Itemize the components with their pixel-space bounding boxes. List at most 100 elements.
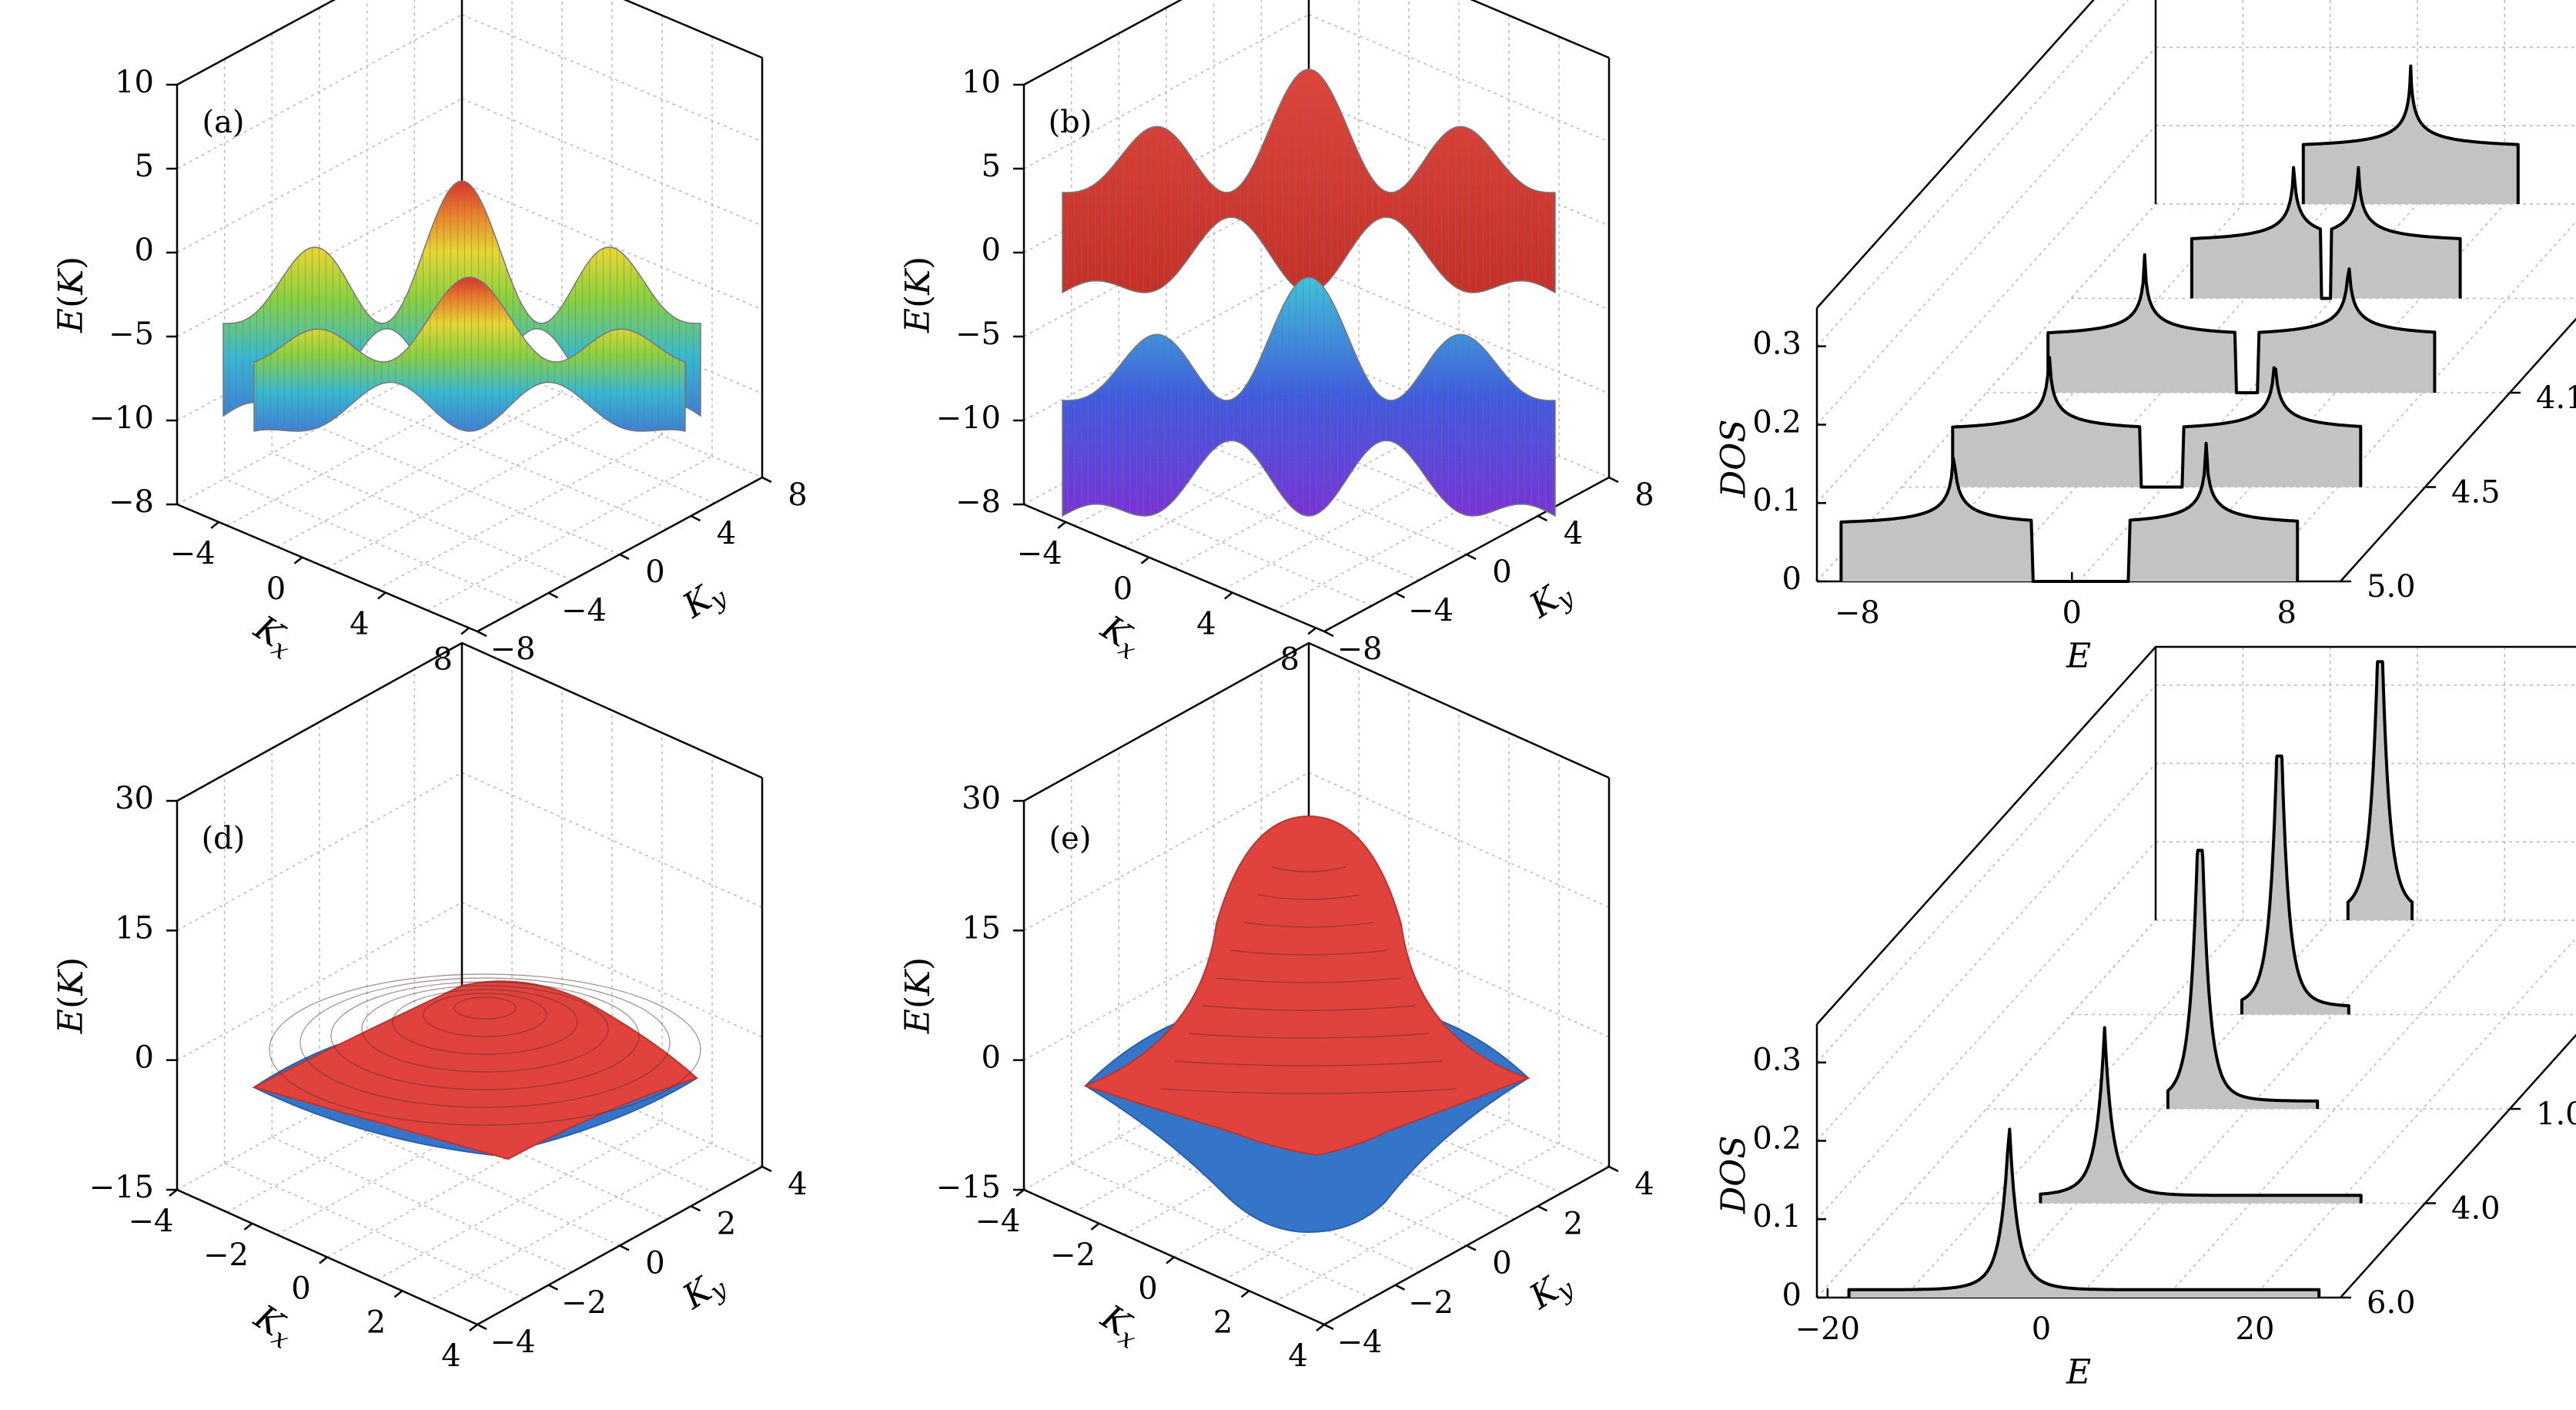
svg-text:Ky: Ky <box>1522 1262 1579 1320</box>
dos-fill-U-4.5 <box>1952 357 2361 487</box>
svg-text:E: E <box>2066 637 2091 676</box>
svg-text:Ky: Ky <box>675 1262 732 1320</box>
surface-upper-band-mesh <box>1062 69 1555 293</box>
y-tick-label: −8 <box>1337 631 1383 667</box>
y-tick-label: 2 <box>717 1206 736 1241</box>
x-tick-label: −4 <box>975 1204 1021 1239</box>
x-tick-label: −8 <box>1835 595 1880 631</box>
x-tick-label: −4 <box>1017 536 1062 571</box>
z-tick-label: 30 <box>962 781 1001 816</box>
y-tick-label: 0.1 <box>1752 1199 1802 1234</box>
y-tick-label: −4 <box>490 1325 536 1360</box>
y-tick-label: 0.3 <box>1752 327 1802 362</box>
y-tick-label: −4 <box>561 593 607 628</box>
x-tick-label: 0 <box>1113 571 1132 607</box>
x-tick-label: 0 <box>2062 595 2082 631</box>
svg-text:Kx: Kx <box>1092 608 1149 665</box>
y-tick-label: −8 <box>490 631 536 667</box>
y-tick-label: −4 <box>1337 1325 1383 1360</box>
y-tick-label: −2 <box>1408 1285 1454 1321</box>
z-tick-label: 0 <box>135 233 154 268</box>
z-tick-label: 4.1 <box>2536 380 2576 416</box>
y-tick-label: 0.3 <box>1752 1043 1802 1078</box>
y-axis-label: Ky <box>675 1262 732 1320</box>
svg-text:E: E <box>2066 1353 2091 1392</box>
dos-fill-U-0 <box>2347 661 2413 920</box>
y-tick-label: 0 <box>1492 1246 1511 1281</box>
y-tick-label: 0 <box>1492 554 1511 590</box>
y-tick-label: 0 <box>1782 561 1802 597</box>
dos-curve-U-6.0 <box>1847 1127 2321 1298</box>
y-tick-label: 0.2 <box>1752 404 1802 440</box>
box-top-edges <box>176 0 763 86</box>
dos-fill-U-1.0 <box>2191 167 2461 299</box>
svg-text:Ky: Ky <box>1522 571 1579 629</box>
surface-upper-band <box>252 980 698 1160</box>
contour-line <box>1243 922 1374 928</box>
y-tick-label: 0.1 <box>1752 483 1802 518</box>
z-axis-label: E(K) <box>898 957 938 1034</box>
dos-curve-U-1.0 <box>2166 849 2320 1109</box>
dos-fill-U-4.1 <box>2048 254 2435 393</box>
x-tick-label: 8 <box>2277 595 2297 631</box>
x-tick-label: 8 <box>1280 641 1299 677</box>
y-tick-label: 0 <box>1782 1278 1802 1313</box>
panel-label: (b) <box>1049 105 1092 140</box>
surface-lower-band-mesh <box>1062 277 1555 516</box>
x-tick-label: 8 <box>433 641 452 677</box>
y-tick-label: 0 <box>645 554 664 590</box>
dos-fill-U-4.0 <box>2040 1027 2361 1204</box>
x-tick-label: −2 <box>1050 1238 1096 1273</box>
dos-curve-U-0.5 <box>2240 754 2350 1015</box>
panel-c: 00.10.20.3−80801.04.14.55.0DOSEU(c) <box>1715 0 2576 676</box>
box-top-edges <box>176 641 763 802</box>
y-tick-label: 0 <box>645 1246 664 1281</box>
y-axis-label: DOS <box>1715 420 1754 499</box>
y-tick-label: 4 <box>717 516 736 551</box>
svg-text:Kx: Kx <box>245 608 302 665</box>
panel-b: 10 5 0 −5 −10 −8 −4 0 4 8 8 4 0 −4 −8 E(K) Kx Ky (b) <box>898 0 1654 677</box>
contour-line <box>1188 1033 1430 1039</box>
y-tick-label: 2 <box>1564 1206 1583 1241</box>
y-axis-label: Ky <box>675 571 732 629</box>
z-tick-label: 10 <box>115 65 154 100</box>
dos-curve-U-4.5 <box>1951 356 2363 489</box>
y-axis-label: DOS <box>1715 1136 1754 1215</box>
y-tick-label: 4 <box>1634 1167 1654 1202</box>
dos-fill-U-0.5 <box>2242 755 2349 1015</box>
panel-label: (d) <box>202 821 246 856</box>
dos-curve-U-1.0 <box>2190 166 2462 300</box>
x-tick-label: −4 <box>170 536 216 571</box>
x-tick-label: −20 <box>1795 1311 1860 1347</box>
svg-text:E(K): E(K) <box>898 256 938 333</box>
z-tick-label: 15 <box>962 910 1001 946</box>
z-tick-label: 5 <box>135 149 154 184</box>
surface-upper-band <box>1083 815 1531 1157</box>
panel-f: 00.10.20.3−2002000.51.04.06.0DOSEU(f) <box>1715 645 2576 1392</box>
z-tick-label: 6.0 <box>2367 1285 2416 1321</box>
y-tick-label: 4 <box>788 1167 807 1202</box>
z-tick-label: 0 <box>982 1040 1001 1076</box>
contour-line <box>1229 949 1388 956</box>
contour-line <box>330 981 640 1090</box>
panel-label: (e) <box>1049 821 1092 856</box>
surface-band-front-mesh <box>254 277 685 431</box>
contour-line <box>269 973 701 1126</box>
z-tick-label: 4.0 <box>2451 1191 2501 1227</box>
z-tick-label: −5 <box>109 316 154 352</box>
contour-line <box>392 989 578 1055</box>
dos-curve-U-0 <box>2301 64 2520 204</box>
z-axis-label: E(K) <box>52 256 91 333</box>
contour-line <box>299 977 671 1108</box>
x-tick-label: 20 <box>2236 1311 2275 1347</box>
y-axis-label: Ky <box>1522 1262 1579 1320</box>
y-tick-label: 0.2 <box>1752 1120 1802 1156</box>
x-tick-label: 0 <box>291 1271 310 1307</box>
svg-text:E(K): E(K) <box>898 957 938 1034</box>
x-axis-line <box>176 503 478 633</box>
z-tick-label: −8 <box>955 484 1001 520</box>
z-tick-label: 10 <box>962 65 1001 100</box>
x-axis-label: E <box>2066 637 2091 676</box>
